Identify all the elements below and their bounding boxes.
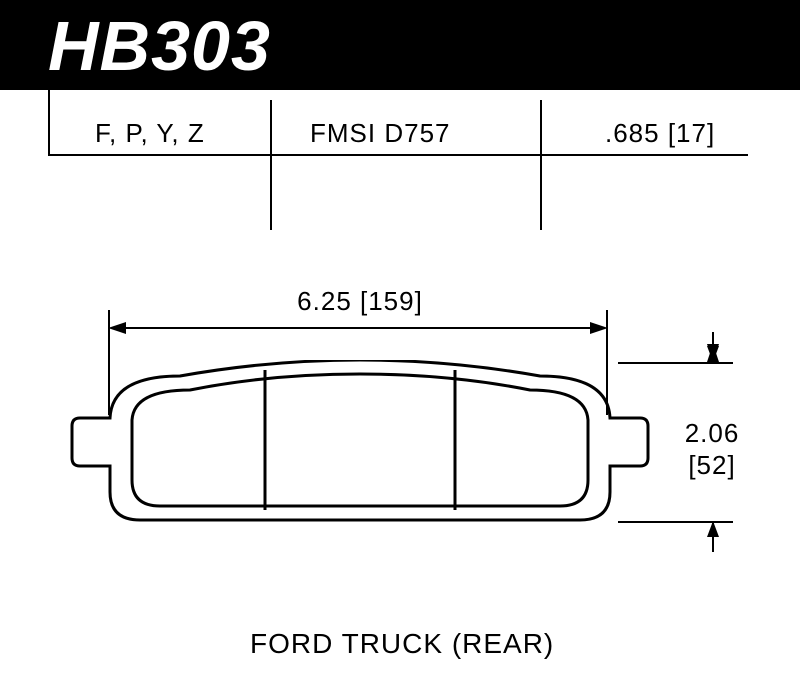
- thickness-text: .685 [17]: [605, 118, 715, 149]
- fmsi-text: FMSI D757: [310, 118, 451, 149]
- part-number: HB303: [48, 6, 271, 86]
- brake-pad-outline: [70, 360, 650, 535]
- width-dim: 6.25 [159]: [260, 286, 460, 317]
- width-arrow: [108, 318, 608, 338]
- spec-underline: [48, 154, 748, 156]
- product-name: FORD TRUCK (REAR): [250, 628, 554, 660]
- diagram-canvas: HB303 F, P, Y, Z FMSI D757 .685 [17] 6.2…: [0, 0, 800, 691]
- spec-vline-left: [48, 90, 50, 154]
- height-mm: [52]: [672, 450, 752, 481]
- compounds-text: F, P, Y, Z: [95, 118, 205, 149]
- height-inches: 2.06: [672, 418, 752, 449]
- spec-divider-2: [540, 100, 542, 230]
- spec-divider-1: [270, 100, 272, 230]
